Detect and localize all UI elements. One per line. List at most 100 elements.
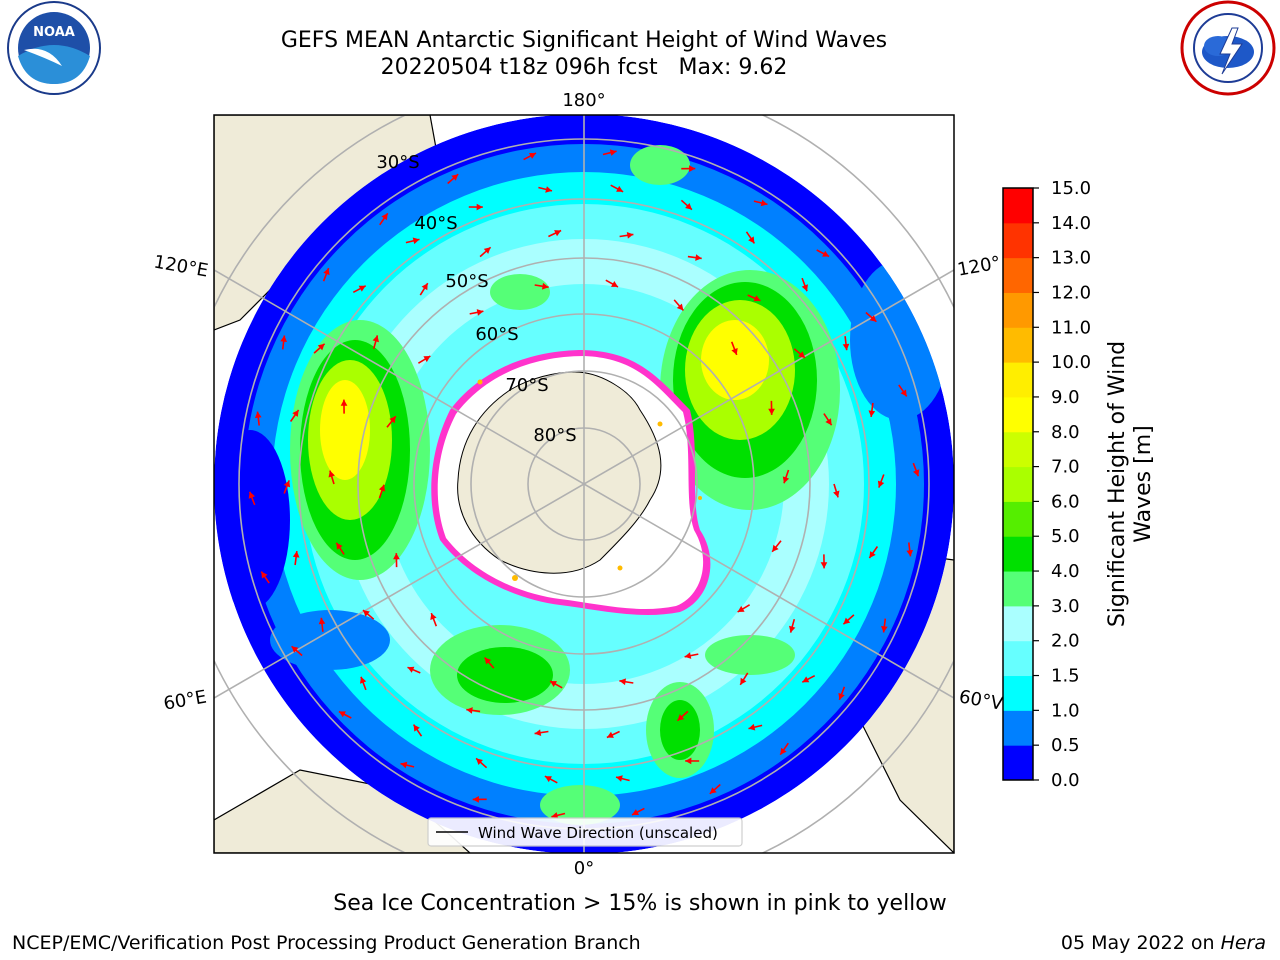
colorbar-tick-label: 0.0 xyxy=(1051,770,1080,791)
wave-arrow-head xyxy=(248,491,255,499)
colorbar-tick-label: 5.0 xyxy=(1051,526,1080,547)
wave-arrow-head xyxy=(737,605,745,612)
map-frame xyxy=(213,114,955,854)
lon-label-120w: 120° xyxy=(956,252,1002,280)
wave-arrow-head xyxy=(868,410,876,417)
wave-arrow-head xyxy=(740,677,747,685)
wave-arrow-head xyxy=(869,315,877,322)
wave-arrow-head xyxy=(381,213,388,221)
legend-label: Wind Wave Direction (unscaled) xyxy=(478,824,718,842)
wave-arrow-head xyxy=(685,757,692,765)
wave-arrow-head xyxy=(529,153,536,159)
lon-label-180: 180° xyxy=(562,90,605,111)
colorbar-segment xyxy=(1003,431,1033,468)
colorbar-tick-label: 2.0 xyxy=(1051,631,1080,652)
wave-arrow-head xyxy=(323,268,330,276)
wave-arrow-head xyxy=(877,480,885,488)
wave-arrow-head xyxy=(677,714,685,721)
colorbar xyxy=(1003,188,1033,781)
lon-label-0: 0° xyxy=(574,858,594,879)
lat-label-40s: 40°S xyxy=(414,213,457,234)
wave-arrow-head xyxy=(825,418,832,426)
lon-label-60w: 60°V xyxy=(957,686,1005,714)
map-subtitle: 20220504 t18z 096h fcst Max: 9.62 xyxy=(380,55,788,80)
map-legend: Wind Wave Direction (unscaled) xyxy=(427,817,743,847)
wave-arrow-head xyxy=(685,203,692,210)
wave-arrow-head xyxy=(283,480,291,488)
wave-arrow-head xyxy=(616,185,624,192)
colorbar-tick-label: 9.0 xyxy=(1051,387,1080,408)
wave-arrow-head xyxy=(484,657,492,665)
wave-arrow-head xyxy=(843,617,851,625)
colorbar-segment xyxy=(1003,675,1033,711)
colorbar-tick-label: 3.0 xyxy=(1051,596,1080,617)
national-weather-service-logo-icon xyxy=(1180,0,1276,96)
machine-name: Hera xyxy=(1220,932,1266,954)
colorbar-segment xyxy=(1003,257,1033,293)
wave-arrow-head xyxy=(632,809,639,815)
wave-arrow-head xyxy=(363,610,370,617)
wave-arrow-head xyxy=(476,758,483,765)
wave-arrow-head xyxy=(423,356,431,363)
colorbar-tick-label: 4.0 xyxy=(1051,561,1080,582)
wave-arrow-head xyxy=(801,284,808,292)
wave-arrow-head xyxy=(753,295,761,302)
wave-arrow-head xyxy=(789,625,796,633)
wave-arrow-head xyxy=(906,549,914,557)
wave-arrow-head xyxy=(869,551,876,558)
wave-arrow-head xyxy=(261,571,268,579)
date-text: 05 May 2022 on xyxy=(1060,932,1221,954)
colorbar-segment xyxy=(1003,327,1033,363)
colorbar-segment xyxy=(1003,640,1033,677)
lat-label-70s: 70°S xyxy=(505,375,548,396)
lat-label-80s: 80°S xyxy=(533,425,576,446)
wave-arrow-head xyxy=(611,281,618,287)
colorbar-segment xyxy=(1003,605,1033,642)
wave-arrow-head xyxy=(676,303,684,311)
wave-arrow-head xyxy=(900,389,907,397)
wave-arrow-head xyxy=(400,761,408,769)
wave-arrow-head xyxy=(476,309,484,316)
lat-label-30s: 30°S xyxy=(376,152,419,173)
wave-arrow-head xyxy=(913,469,920,477)
colorbar-segment xyxy=(1003,396,1033,433)
wave-arrow-head xyxy=(545,186,552,193)
wave-arrow-head xyxy=(466,707,473,714)
lat-label-60s: 60°S xyxy=(475,324,518,345)
wave-arrow-head xyxy=(550,681,557,687)
date-stamp: 05 May 2022 on Hera xyxy=(1061,932,1266,954)
wave-arrow-head xyxy=(881,626,888,633)
wave-arrow-head xyxy=(292,551,300,558)
lon-label-120e: 120°E xyxy=(152,251,210,281)
wave-direction-arrows xyxy=(248,149,920,819)
wave-arrow-head xyxy=(748,236,755,244)
credit-line: NCEP/EMC/Verification Post Processing Pr… xyxy=(12,932,641,954)
wave-arrow-head xyxy=(782,476,790,484)
wave-arrow-head xyxy=(554,230,562,237)
wave-arrow-head xyxy=(780,747,787,755)
noaa-logo-icon: NOAA xyxy=(7,1,101,95)
wave-arrow-head xyxy=(833,490,840,498)
wave-arrow-head xyxy=(338,711,346,718)
colorbar-tick-label: 12.0 xyxy=(1051,282,1091,303)
wave-arrow-head xyxy=(291,646,299,653)
wave-arrow-head xyxy=(709,787,717,794)
wave-arrow-head xyxy=(378,484,386,492)
colorbar-segment xyxy=(1003,222,1033,259)
wave-arrow-head xyxy=(421,283,428,291)
colorbar-segment xyxy=(1003,466,1033,502)
wave-arrow-head xyxy=(695,254,702,261)
wave-arrow-head xyxy=(616,775,623,782)
wave-arrow-head xyxy=(544,776,552,783)
lat-label-50s: 50°S xyxy=(445,271,488,292)
antarctica xyxy=(431,350,711,615)
wave-arrow-head xyxy=(372,335,379,343)
wave-arrow-head xyxy=(476,203,483,211)
wave-arrow-head xyxy=(606,731,614,738)
wave-arrow-head xyxy=(802,676,810,683)
colorbar-tick-label: 6.0 xyxy=(1051,491,1080,512)
wave-arrow-head xyxy=(328,470,335,478)
wave-arrow-head xyxy=(358,285,366,292)
colorbar-segment xyxy=(1003,292,1033,328)
wave-arrow-head xyxy=(393,553,400,560)
